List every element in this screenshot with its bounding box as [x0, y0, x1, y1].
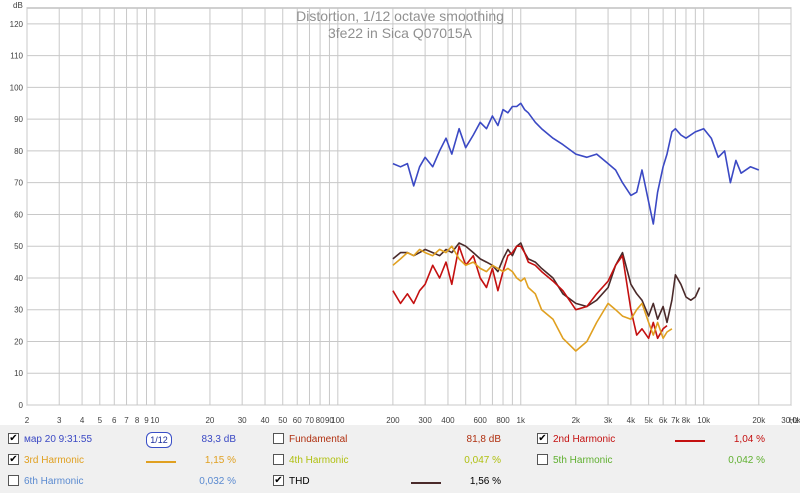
- x-tick-label: 3: [57, 416, 62, 425]
- x-tick-label: 30: [238, 416, 247, 425]
- x-tick-label: 8k: [682, 416, 691, 425]
- x-tick-label: 60: [293, 416, 302, 425]
- y-unit-label: dB: [13, 1, 23, 10]
- y-tick-label: 0: [19, 401, 24, 410]
- x-tick-label: 3k: [604, 416, 613, 425]
- h2-checkbox[interactable]: ✔: [537, 433, 548, 444]
- h6-label: 6th Harmonic: [24, 476, 84, 487]
- x-tick-label: 7: [124, 416, 129, 425]
- legend-row: 6th Harmonic 0,032 % ✔ THD 1,56 %: [0, 472, 800, 492]
- y-tick-label: 80: [14, 147, 23, 156]
- x-tick-label: 400: [441, 416, 455, 425]
- h2-value: 1,04 %: [733, 434, 765, 445]
- grid: [26, 7, 792, 406]
- thd-value: 1,56 %: [469, 476, 501, 487]
- legend-row: ✔ 3rd Harmonic 1,15 % 4th Harmonic 0,047 % 5t…: [0, 451, 800, 471]
- y-tick-label: 40: [14, 274, 23, 283]
- series-line: [392, 245, 673, 352]
- thd-checkbox[interactable]: ✔: [273, 475, 284, 486]
- x-tick-label: 100: [331, 416, 345, 425]
- x-tick-label: 1k: [517, 416, 526, 425]
- meas-label: мар 20 9:31:55: [24, 434, 93, 445]
- fund-label: Fundamental: [289, 434, 348, 445]
- series-line: [392, 102, 760, 225]
- y-tick-label: 100: [10, 83, 24, 92]
- x-tick-label: 6k: [659, 416, 668, 425]
- y-tick-label: 110: [10, 52, 23, 61]
- legend: ✔ мар 20 9:31:55 1/12 83,3 dB Fundamental 81,…: [0, 427, 800, 493]
- x-tick-label: 70: [305, 416, 314, 425]
- thd-label: THD: [289, 476, 310, 487]
- y-tick-label: 50: [14, 242, 23, 251]
- h5-checkbox[interactable]: [537, 454, 548, 465]
- y-tick-label: 10: [14, 369, 23, 378]
- h6-checkbox[interactable]: [8, 475, 19, 486]
- h3-swatch: [146, 461, 176, 463]
- x-tick-label: 20: [205, 416, 214, 425]
- y-tick-label: 20: [14, 337, 23, 346]
- meas-checkbox[interactable]: ✔: [8, 433, 19, 444]
- x-tick-label: 10k: [697, 416, 711, 425]
- x-tick-label: 40: [261, 416, 270, 425]
- fund-checkbox[interactable]: [273, 433, 284, 444]
- h5-label: 5th Harmonic: [553, 455, 613, 466]
- fund-value: 81,8 dB: [466, 434, 501, 445]
- x-tick-label: 6: [112, 416, 117, 425]
- x-tick-label: 30,0k: [781, 416, 800, 425]
- x-tick-label: 5: [98, 416, 103, 425]
- x-tick-label: 7k: [671, 416, 680, 425]
- plot-frame: [26, 7, 792, 406]
- x-tick-label: 50: [278, 416, 287, 425]
- x-tick-label: 2k: [572, 416, 581, 425]
- h2-swatch: [675, 440, 705, 442]
- y-tick-label: 120: [10, 20, 24, 29]
- h3-value: 1,15 %: [204, 455, 236, 466]
- series: [392, 102, 760, 352]
- y-tick-label: 90: [14, 115, 23, 124]
- h6-value: 0,032 %: [199, 476, 236, 487]
- thd-swatch: [411, 482, 441, 484]
- x-tick-label: 200: [386, 416, 400, 425]
- y-tick-label: 70: [14, 179, 23, 188]
- series-line: [392, 242, 701, 324]
- h5-value: 0,042 %: [728, 455, 765, 466]
- h4-value: 0,047 %: [464, 455, 501, 466]
- chart-title-line1: Distortion, 1/12 octave smoothing: [296, 8, 504, 24]
- x-tick-label: 80: [316, 416, 325, 425]
- y-tick-label: 60: [14, 210, 23, 219]
- h2-label: 2nd Harmonic: [553, 434, 616, 445]
- x-tick-label: 300: [418, 416, 432, 425]
- x-tick-label: 2: [25, 416, 30, 425]
- h4-checkbox[interactable]: [273, 454, 284, 465]
- x-unit-label: Hz: [789, 416, 799, 425]
- x-tick-label: 600: [474, 416, 488, 425]
- h4-label: 4th Harmonic: [289, 455, 349, 466]
- x-tick-label: 800: [496, 416, 510, 425]
- chart-area: 0 10 20 30 40 50 60 70 80 90 100 110 120 2 3 4 5 6 7 8 9 10 20…: [0, 0, 800, 425]
- x-tick-label: 8: [135, 416, 140, 425]
- series-line: [392, 245, 668, 340]
- y-tick-label: 30: [14, 306, 23, 315]
- x-tick-label: 20k: [752, 416, 766, 425]
- x-tick-label: 4: [80, 416, 85, 425]
- meas-value: 83,3 dB: [201, 434, 236, 445]
- legend-row: ✔ мар 20 9:31:55 1/12 83,3 dB Fundamental 81,…: [0, 430, 800, 450]
- smoothing-button[interactable]: 1/12: [146, 432, 172, 448]
- h3-checkbox[interactable]: ✔: [8, 454, 19, 465]
- x-tick-label: 90: [325, 416, 334, 425]
- chart-title-line2: 3fe22 in Sica Q07015A: [328, 25, 473, 41]
- h3-label: 3rd Harmonic: [24, 455, 85, 466]
- x-tick-label: 5k: [644, 416, 653, 425]
- x-tick-label: 4k: [627, 416, 636, 425]
- x-tick-label: 10: [150, 416, 159, 425]
- x-tick-label: 9: [144, 416, 149, 425]
